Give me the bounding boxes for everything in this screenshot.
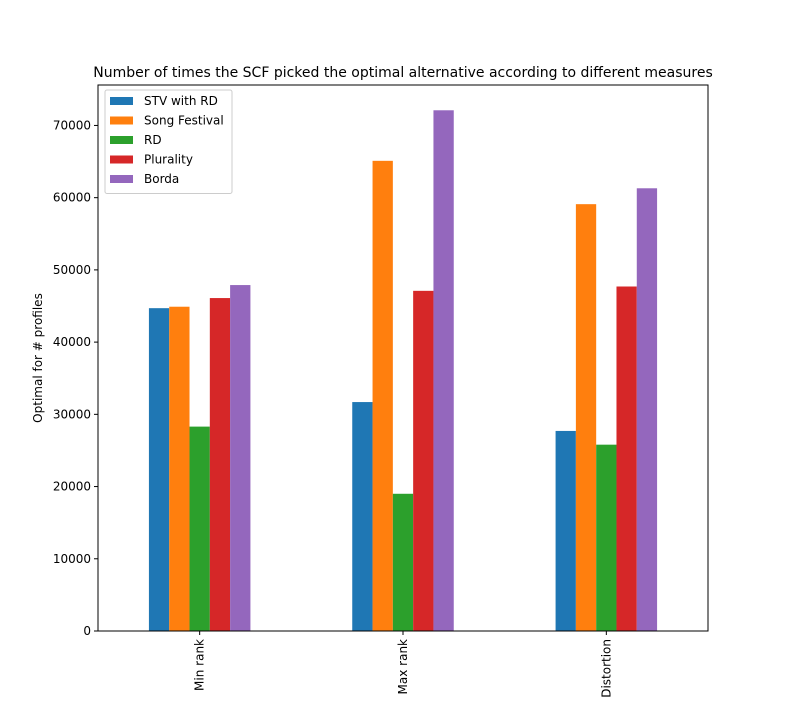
- y-tick-label: 40000: [53, 335, 91, 349]
- legend-swatch: [110, 116, 133, 125]
- bar-stv-with-rd-min-rank: [148, 308, 170, 631]
- bar-plurality-min-rank: [209, 298, 231, 631]
- y-tick-label: 60000: [53, 191, 91, 205]
- y-tick-label: 30000: [53, 407, 91, 421]
- bars-layer: [148, 110, 658, 632]
- y-tick-label: 70000: [53, 118, 91, 132]
- bar-song-festival-min-rank: [169, 306, 190, 631]
- x-tick-label: Max rank: [396, 639, 410, 695]
- bar-song-festival-distortion: [575, 204, 597, 632]
- legend-swatch: [110, 136, 133, 144]
- bar-stv-with-rd-max-rank: [352, 402, 373, 631]
- y-tick-label: 0: [83, 624, 91, 638]
- legend-label: Borda: [144, 172, 179, 186]
- axes-layer: 0 10000 20000 30000 40000 50000 60000 70000 Min …: [53, 84, 709, 698]
- bar-borda-max-rank: [433, 110, 454, 631]
- y-tick-label: 20000: [53, 480, 91, 494]
- legend: STV with RD Song Festival RD Plurality Borda: [104, 89, 233, 194]
- bar-borda-distortion: [636, 188, 658, 631]
- bar-plurality-max-rank: [413, 290, 434, 631]
- legend-label: Song Festival: [144, 114, 224, 128]
- y-tick-label: 10000: [53, 552, 91, 566]
- legend-box: [104, 89, 233, 194]
- x-tick-label: Distortion: [599, 639, 613, 698]
- legend-swatch: [110, 175, 133, 183]
- bar-stv-with-rd-distortion: [555, 430, 576, 631]
- y-tick-label: 50000: [53, 263, 91, 277]
- bar-rd-distortion: [596, 444, 617, 631]
- bar-song-festival-max-rank: [372, 160, 393, 631]
- legend-label: Plurality: [144, 153, 193, 167]
- bar-plurality-distortion: [616, 286, 637, 631]
- chart-title: Number of times the SCF picked the optim…: [93, 65, 713, 81]
- legend-label: RD: [144, 133, 162, 147]
- bar-rd-max-rank: [392, 493, 414, 631]
- y-axis-label: Optimal for # profiles: [31, 293, 45, 423]
- bar-borda-min-rank: [230, 285, 251, 631]
- x-tick-label: Min rank: [193, 639, 207, 691]
- bar-rd-min-rank: [189, 426, 210, 631]
- legend-label: STV with RD: [144, 94, 218, 108]
- legend-swatch: [110, 155, 133, 164]
- legend-swatch: [110, 97, 133, 105]
